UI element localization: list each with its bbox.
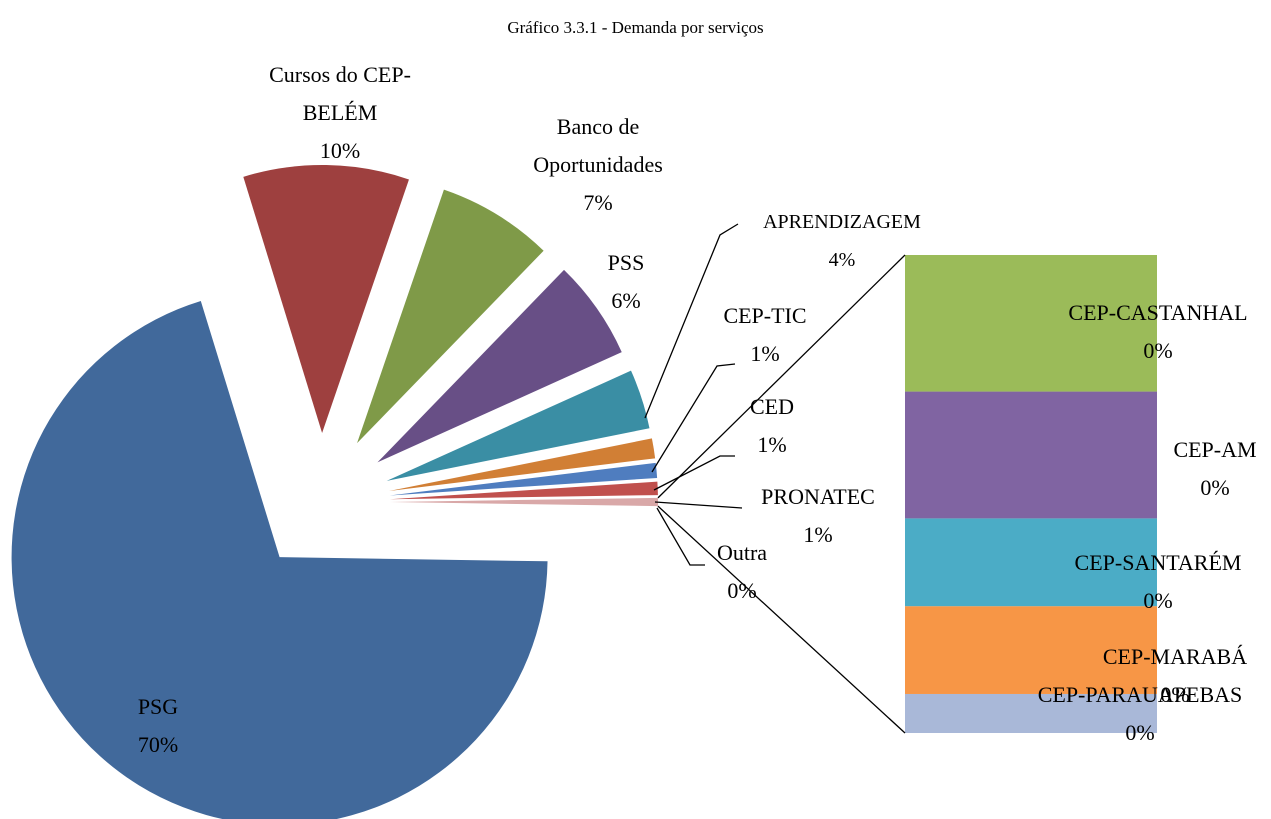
bar-label: CEP-PARAUAPEBAS: [1037, 682, 1243, 707]
bar-segment: [905, 518, 1157, 607]
pie-slice: [377, 269, 622, 463]
pie-slice: [390, 497, 658, 507]
slice-label: Banco de Oportunidades: [533, 114, 663, 177]
slice-percent: 6%: [611, 288, 641, 313]
bar-label: CEP-CASTANHAL: [1068, 300, 1248, 325]
connector-line: [657, 254, 906, 499]
pie-slice: [386, 370, 650, 481]
leader-line: [644, 223, 739, 419]
connector-line: [657, 505, 906, 734]
slice-label: APRENDIZAGEM: [763, 211, 921, 233]
pie-slice: [243, 165, 409, 434]
slice-percent: 1%: [803, 522, 833, 547]
slice-percent: 0%: [727, 578, 757, 603]
bar-label: CEP-AM: [1173, 437, 1257, 462]
bar-percent: 0%: [1143, 588, 1173, 613]
slice-label: PSS: [607, 250, 645, 275]
pie-slice: [11, 301, 548, 819]
slice-percent: 1%: [757, 432, 787, 457]
slice-label: PSG: [137, 694, 179, 719]
leader-line: [653, 455, 735, 491]
pie-slice: [357, 189, 544, 444]
slice-label: CEP-TIC: [723, 303, 807, 328]
slice-label: Cursos do CEP-BELÉM: [269, 62, 411, 125]
slice-percent: 4%: [828, 249, 856, 271]
slice-percent: 10%: [319, 138, 361, 163]
slice-label: CED: [750, 394, 794, 419]
bar-percent: 0%: [1160, 682, 1190, 707]
bar-segment: [905, 693, 1157, 733]
leader-line: [656, 507, 705, 566]
leader-line: [654, 501, 743, 509]
slice-label: Outra: [716, 540, 768, 565]
slice-percent: 70%: [137, 732, 179, 757]
leader-line: [651, 363, 736, 473]
bar-segment: [905, 255, 1157, 392]
bar-segment: [905, 391, 1157, 519]
bar-label: CEP-MARABÁ: [1102, 644, 1248, 669]
slice-percent: 7%: [583, 190, 613, 215]
chart-title: Gráfico 3.3.1 - Demanda por serviços: [507, 18, 764, 37]
bar-percent: 0%: [1200, 475, 1230, 500]
bar-percent: 0%: [1125, 720, 1155, 745]
slice-percent: 1%: [750, 341, 780, 366]
pie-slice: [389, 438, 656, 492]
bar-segment: [905, 606, 1157, 694]
pie-slice: [389, 462, 658, 496]
bar-percent: 0%: [1143, 338, 1173, 363]
pie-slice: [389, 481, 658, 500]
slice-label: PRONATEC: [761, 484, 875, 509]
bar-label: CEP-SANTARÉM: [1074, 550, 1242, 575]
